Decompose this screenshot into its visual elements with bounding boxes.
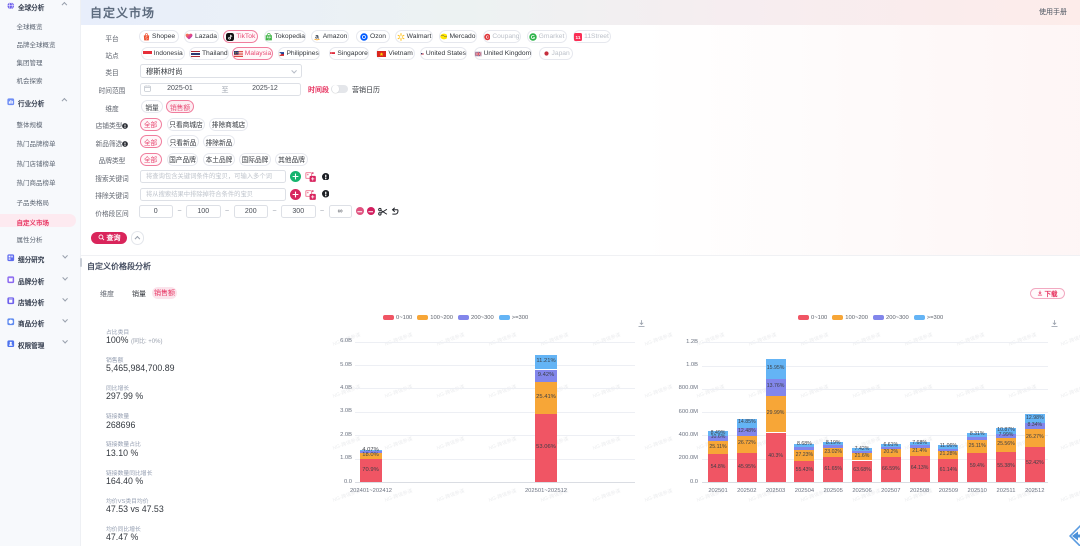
svg-text:G: G: [531, 34, 535, 40]
svg-text:O: O: [362, 34, 366, 40]
svg-text:a: a: [315, 33, 319, 40]
svg-text:11: 11: [576, 34, 581, 39]
svg-text:C: C: [485, 34, 489, 39]
